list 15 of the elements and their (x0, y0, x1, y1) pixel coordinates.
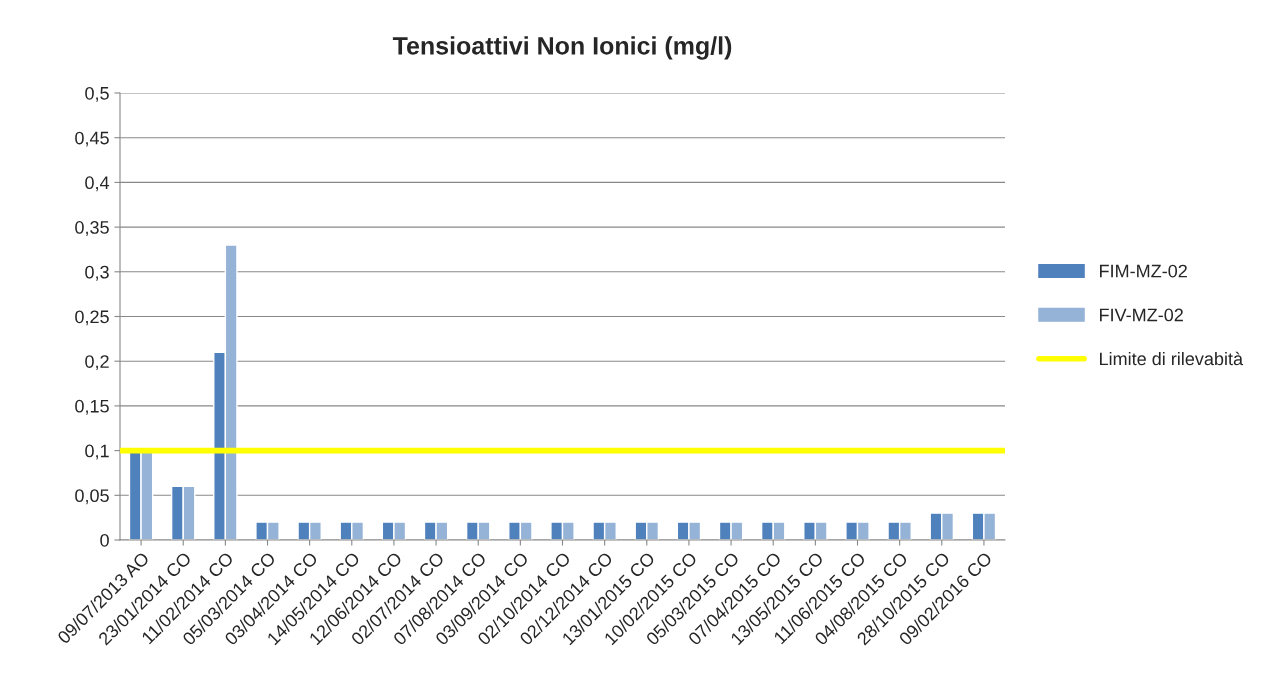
y-tick-label: 0,3 (85, 265, 109, 281)
y-tick-label: 0,25 (75, 310, 109, 326)
y-tick-label: 0,05 (75, 489, 109, 505)
y-tick-label: 0,4 (85, 176, 110, 192)
legend-label: FIV-MZ-02 (1100, 308, 1183, 322)
legend-label: FIM-MZ-02 (1100, 264, 1187, 278)
y-tick-label: 0,15 (75, 399, 109, 415)
y-tick-label: 0,1 (85, 444, 109, 460)
y-tick-label: 0,45 (75, 131, 109, 147)
y-tick-label: 0,5 (85, 86, 109, 102)
legend-label: Limite di rilevabità (1100, 351, 1244, 366)
y-tick-label: 0,2 (85, 355, 109, 371)
chart-title: Tensioattivi Non Ionici (mg/l) (392, 36, 732, 60)
y-tick-label: 0,35 (75, 221, 109, 236)
y-tick-label: 0 (100, 533, 109, 547)
